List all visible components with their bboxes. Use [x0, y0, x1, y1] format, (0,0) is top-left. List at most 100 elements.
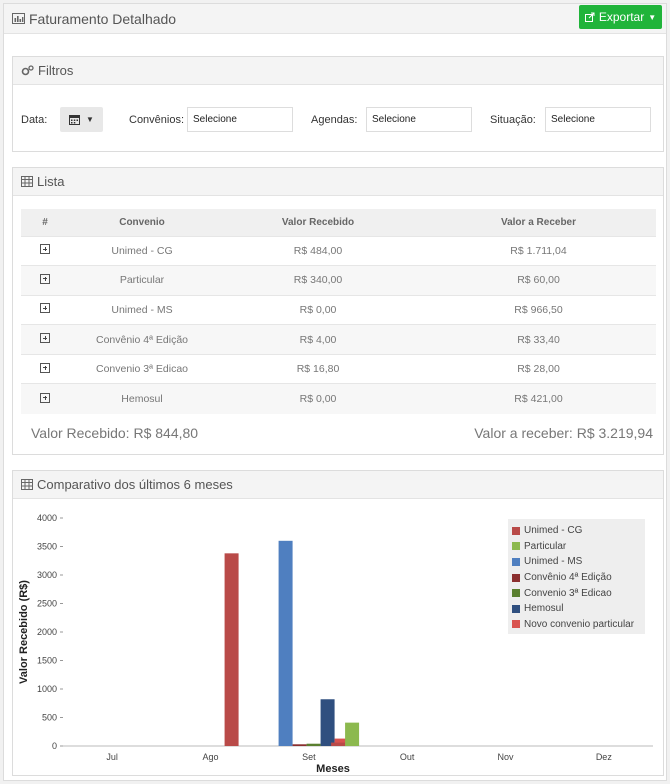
legend-label: Hemosul	[524, 603, 564, 615]
x-axis-label: Meses	[316, 763, 350, 773]
table-row: Particular R$ 340,00 R$ 60,00	[21, 265, 656, 296]
page-title: Faturamento Detalhado	[29, 10, 177, 27]
legend-label: Particular	[524, 540, 567, 552]
column-header: Valor a Receber	[421, 209, 656, 236]
caret-down-icon: ▼	[86, 115, 94, 124]
total-receber: Valor a receber: R$ 3.219,94	[474, 425, 653, 441]
page-header: Faturamento Detalhado Exportar ▼	[4, 4, 666, 34]
legend-label: Unimed - MS	[524, 556, 583, 568]
chart-header: Comparativo dos últimos 6 meses	[13, 471, 663, 499]
legend-item: Convênio 4ª Edição	[512, 570, 641, 586]
x-tick-label: Set	[302, 752, 316, 762]
legend-label: Novo convenio particular	[524, 618, 635, 630]
expand-plus-icon[interactable]	[40, 392, 50, 403]
legend-swatch	[512, 620, 520, 629]
legend-swatch	[512, 573, 520, 582]
agendas-select[interactable]: Selecione	[366, 107, 472, 132]
column-header: Convenio	[69, 209, 215, 236]
agendas-label: Agendas:	[311, 114, 358, 126]
filters-header: Filtros	[13, 57, 663, 85]
expand-plus-icon[interactable]	[40, 244, 50, 255]
bar-novo-convenio-particular	[334, 738, 349, 746]
x-tick-label: Out	[400, 752, 415, 762]
table-row: Unimed - MS R$ 0,00 R$ 966,50	[21, 294, 656, 325]
x-tick-label: Jul	[106, 752, 118, 762]
legend-item: Unimed - CG	[512, 523, 641, 539]
legend-item: Particular	[512, 539, 641, 555]
cell-convenio: Convênio 4ª Edição	[69, 324, 215, 355]
filters-panel: Filtros Data: ▼ Convênios: Selecione Age…	[12, 56, 664, 152]
table-icon	[21, 176, 33, 187]
column-header: #	[21, 209, 69, 236]
column-header: Valor Recebido	[215, 209, 421, 236]
share-icon	[584, 12, 595, 22]
legend-item: Novo convenio particular	[512, 617, 641, 633]
y-tick-label: 1000	[37, 684, 57, 694]
convenios-label: Convênios:	[129, 114, 185, 126]
legend-item: Hemosul	[512, 601, 641, 617]
cell-convenio: Unimed - MS	[69, 294, 215, 325]
cell-receber: R$ 421,00	[421, 383, 656, 414]
expand-plus-icon[interactable]	[40, 333, 50, 344]
cell-receber: R$ 60,00	[421, 265, 656, 296]
bar-extra-unimed-cg	[331, 742, 346, 746]
x-tick-label: Nov	[497, 752, 514, 762]
bar-conv-nio-4-edi-o	[292, 744, 307, 746]
legend-label: Unimed - CG	[524, 525, 583, 537]
export-label: Exportar	[598, 10, 645, 24]
lista-title: Lista	[37, 174, 65, 189]
cell-convenio: Particular	[69, 265, 215, 296]
y-tick-label: 3000	[37, 570, 57, 580]
x-tick-label: Ago	[202, 752, 218, 762]
cell-recebido: R$ 340,00	[215, 265, 421, 296]
cell-convenio: Hemosul	[69, 383, 215, 414]
legend-swatch	[512, 557, 520, 566]
cell-receber: R$ 966,50	[421, 294, 656, 325]
cell-recebido: R$ 0,00	[215, 294, 421, 325]
table-row: Unimed - CG R$ 484,00 R$ 1.711,04	[21, 235, 656, 266]
y-tick-label: 3500	[37, 542, 57, 552]
cell-convenio: Unimed - CG	[69, 235, 215, 266]
bar-convenio-3-edicao	[306, 743, 321, 746]
date-label: Data:	[21, 114, 48, 126]
chart-panel: Comparativo dos últimos 6 meses 0 500 1000…	[12, 470, 664, 776]
situacao-label: Situação:	[490, 114, 536, 126]
cell-recebido: R$ 0,00	[215, 383, 421, 414]
expand-plus-icon[interactable]	[40, 303, 50, 314]
table-row: Convênio 4ª Edição R$ 4,00 R$ 33,40	[21, 324, 656, 355]
convenios-select[interactable]: Selecione	[187, 107, 293, 132]
cell-receber: R$ 28,00	[421, 353, 656, 384]
y-tick-label: 500	[42, 713, 57, 723]
faturamento-page: Faturamento Detalhado Exportar ▼ Filtros…	[3, 3, 667, 781]
legend-swatch	[512, 589, 520, 598]
legend-label: Convenio 3ª Edicao	[524, 587, 612, 599]
table-row: Hemosul R$ 0,00 R$ 421,00	[21, 383, 656, 414]
legend-item: Convenio 3ª Edicao	[512, 585, 641, 601]
table-row: Convenio 3ª Edicao R$ 16,80 R$ 28,00	[21, 353, 656, 384]
y-tick-label: 2500	[37, 599, 57, 609]
cell-recebido: R$ 4,00	[215, 324, 421, 355]
expand-plus-icon[interactable]	[40, 273, 50, 284]
cell-recebido: R$ 16,80	[215, 353, 421, 384]
bar-unimed-ms	[278, 540, 293, 746]
x-tick-label: Dez	[596, 752, 613, 762]
gears-icon	[21, 65, 34, 76]
expand-plus-icon[interactable]	[40, 362, 50, 373]
export-button[interactable]: Exportar ▼	[579, 5, 662, 29]
date-picker-button[interactable]: ▼	[60, 107, 103, 132]
totals-row: Valor Recebido: R$ 844,80 Valor a recebe…	[31, 425, 653, 441]
legend-item: Unimed - MS	[512, 554, 641, 570]
lista-panel: Lista # Convenio Valor Recebido Valor a …	[12, 167, 664, 455]
legend-swatch	[512, 526, 520, 535]
filters-title: Filtros	[38, 63, 74, 78]
bar-hemosul	[320, 699, 335, 746]
chart-title: Comparativo dos últimos 6 meses	[37, 477, 233, 492]
y-axis-label: Valor Recebido (R$)	[18, 580, 30, 684]
table-header-row: # Convenio Valor Recebido Valor a Recebe…	[21, 209, 656, 236]
cell-recebido: R$ 484,00	[215, 235, 421, 266]
y-tick-label: 4000	[37, 513, 57, 523]
calendar-icon	[69, 115, 81, 125]
bar-unimed-cg	[224, 553, 239, 746]
situacao-select[interactable]: Selecione	[545, 107, 651, 132]
y-tick-label: 1500	[37, 656, 57, 666]
